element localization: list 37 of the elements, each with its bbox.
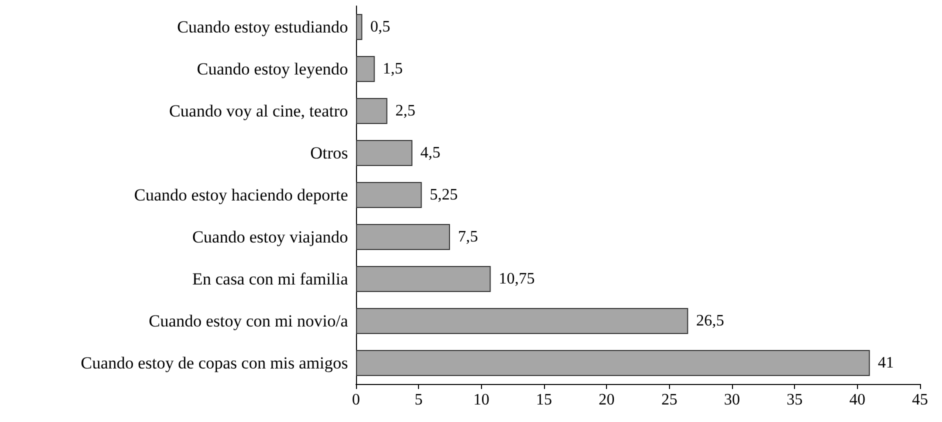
y-tick-label: En casa con mi familia — [192, 270, 348, 288]
y-tick-label: Cuando estoy de copas con mis amigos — [80, 354, 348, 372]
data-label: 7,5 — [458, 228, 478, 246]
y-tick-label: Cuando estoy estudiando — [177, 18, 348, 36]
bar — [356, 98, 388, 124]
y-tick-label: Cuando estoy con mi novio/a — [148, 312, 348, 330]
x-tick-label: 0 — [352, 392, 360, 408]
y-tick-label: Cuando estoy viajando — [192, 228, 348, 246]
x-tick-label: 25 — [661, 392, 678, 408]
data-label: 41 — [878, 354, 894, 372]
bar — [356, 308, 688, 334]
data-label: 1,5 — [382, 60, 403, 78]
data-label: 26,5 — [696, 312, 724, 330]
x-tick-label: 30 — [724, 392, 740, 408]
bar — [356, 56, 375, 82]
data-label: 4,5 — [420, 144, 440, 162]
data-label: 2,5 — [395, 102, 416, 120]
bar — [356, 182, 422, 208]
bar — [356, 266, 491, 292]
y-tick-label: Cuando voy al cine, teatro — [169, 102, 348, 120]
x-tick-label: 40 — [849, 392, 866, 408]
data-label: 10,75 — [498, 270, 535, 288]
y-tick-label: Cuando estoy leyendo — [196, 60, 348, 78]
bar — [356, 224, 450, 250]
bar — [356, 350, 870, 376]
x-tick-label: 35 — [786, 392, 803, 408]
x-tick-label: 45 — [912, 392, 928, 408]
data-label: 5,25 — [430, 186, 458, 204]
x-tick-label: 10 — [473, 392, 490, 408]
x-tick-label: 20 — [598, 392, 615, 408]
bar — [356, 14, 362, 40]
x-tick-label: 5 — [414, 392, 423, 408]
data-label: 0,5 — [370, 18, 390, 36]
bar — [356, 140, 412, 166]
y-tick-label: Cuando estoy haciendo deporte — [134, 186, 348, 204]
x-tick-label: 15 — [536, 392, 552, 408]
y-tick-label: Otros — [310, 144, 348, 162]
